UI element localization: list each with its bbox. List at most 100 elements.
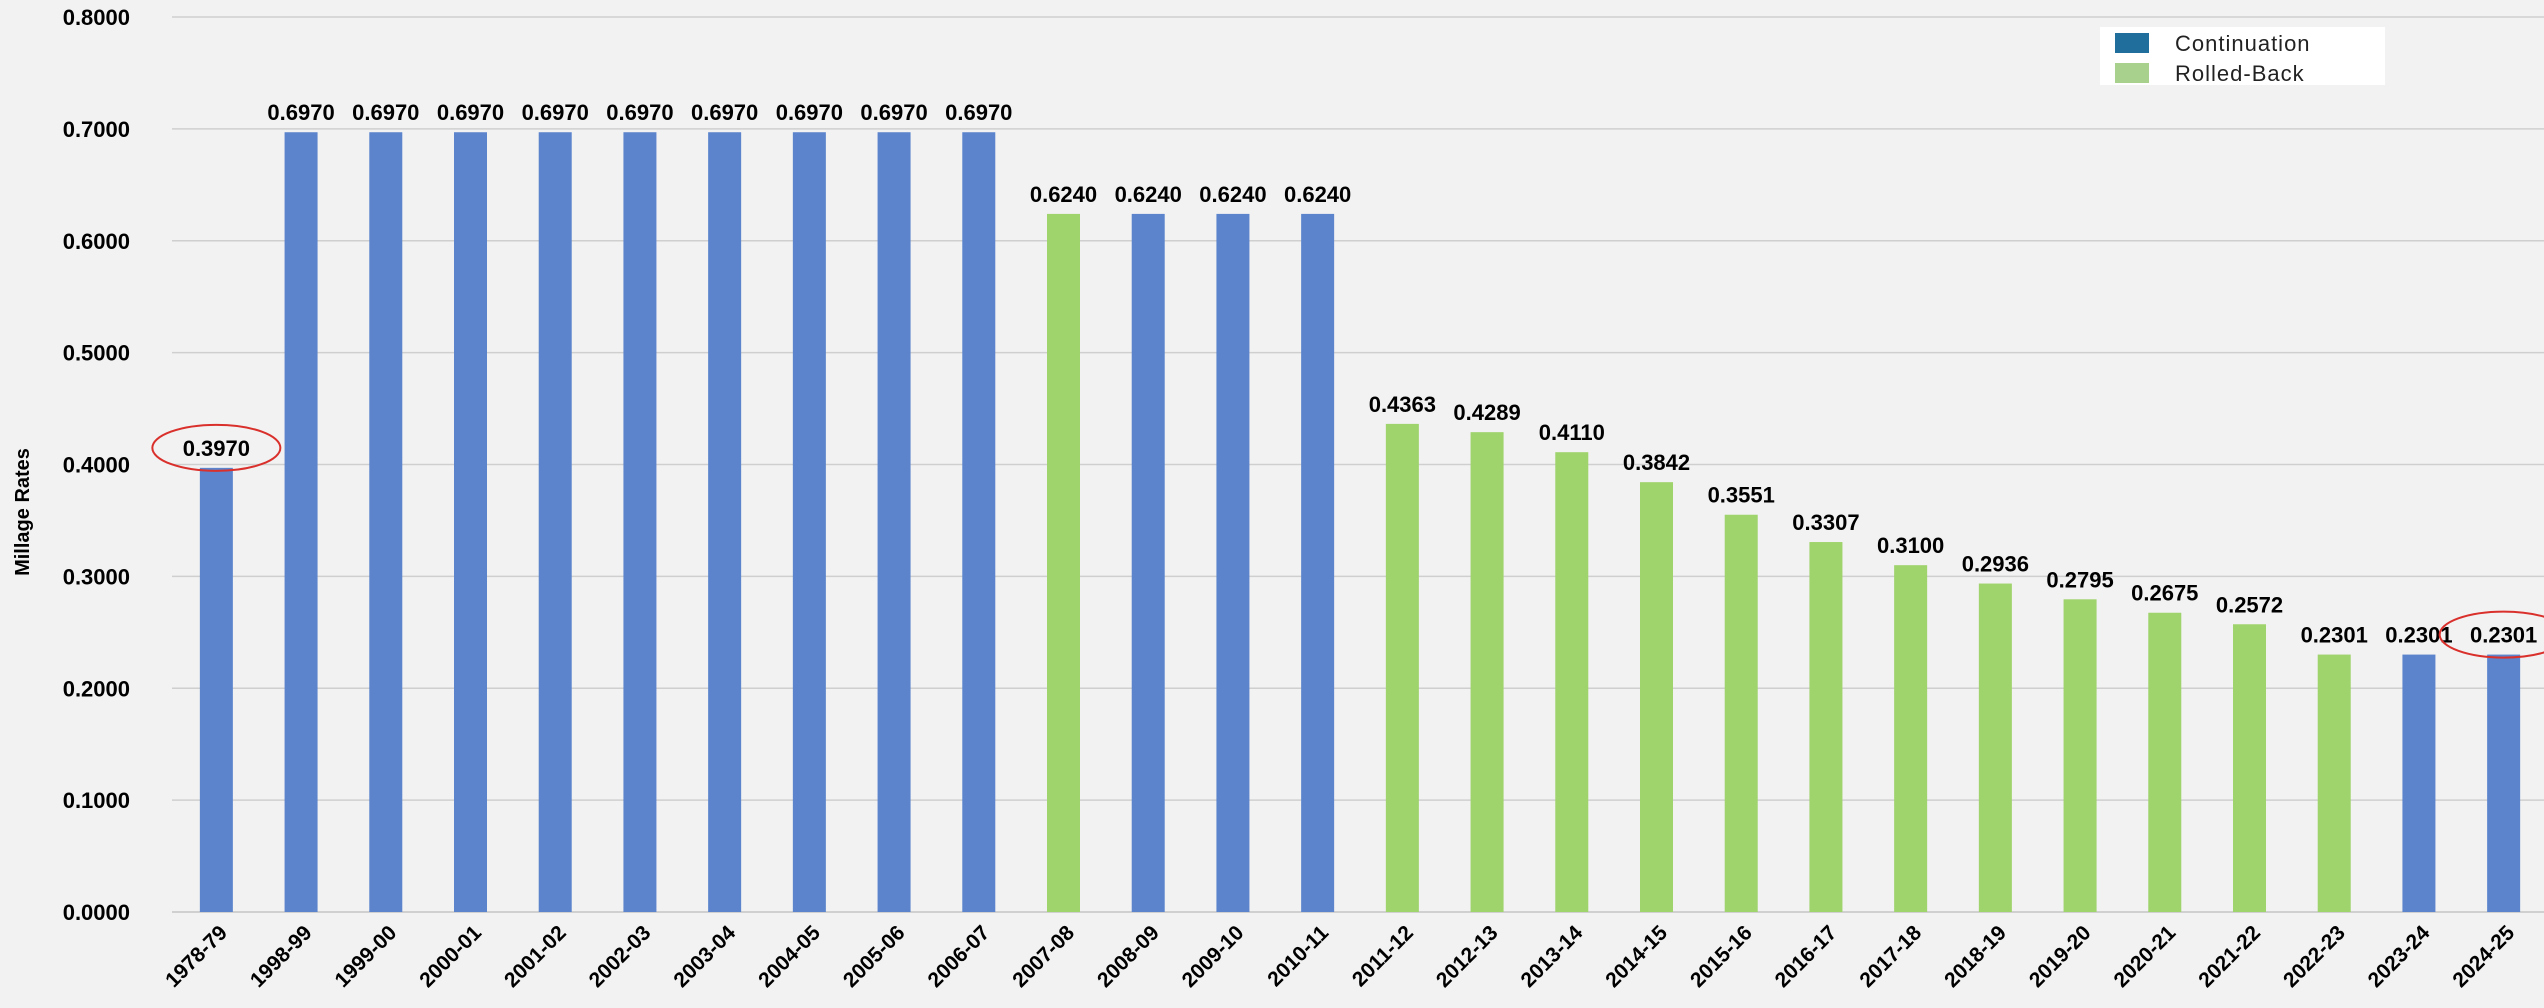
- grid-layer: [172, 16, 2544, 913]
- bar-2015-16: [1724, 514, 1758, 912]
- y-tick-label: 0.0000: [63, 900, 130, 925]
- x-tick-label: 2013-14: [1517, 921, 1588, 992]
- x-tick-label: 2020-21: [2110, 921, 2181, 992]
- x-tick-label: 2021-22: [2194, 921, 2265, 992]
- x-tick-label: 2004-05: [754, 921, 825, 992]
- bar-2008-09: [1131, 213, 1165, 912]
- x-tick-label: 2022-23: [2279, 921, 2350, 992]
- bar-2024-25: [2487, 654, 2521, 912]
- y-tick-label: 0.7000: [63, 117, 130, 142]
- bar-2014-15: [1640, 482, 1673, 912]
- bar-2020-21: [2148, 612, 2182, 912]
- x-tick-label: 1978-79: [161, 921, 232, 992]
- highlight-layer: [151, 423, 2544, 659]
- data-label-1999-00: 0.6970: [352, 100, 419, 125]
- x-tick-label: 2019-20: [2025, 921, 2096, 992]
- highlight-circle-2024-25: [2438, 610, 2544, 659]
- x-tick-label: 2012-13: [1432, 921, 1503, 992]
- x-tick-label: 2005-06: [839, 921, 910, 992]
- y-tick-label: 0.5000: [63, 341, 130, 366]
- legend-label-continuation: Continuation: [2175, 31, 2311, 56]
- data-label-2015-16: 0.3551: [1708, 483, 1775, 508]
- bar-2016-17: [1809, 542, 1843, 912]
- bar-2018-19: [1978, 583, 2012, 912]
- data-label-2011-12: 0.4363: [1369, 392, 1436, 417]
- data-label-2005-06: 0.6970: [860, 100, 927, 125]
- bar-2006-07: [962, 132, 996, 912]
- bar-1998-99: [284, 132, 318, 912]
- bar-2023-24: [2402, 654, 2436, 912]
- x-tick-label: 2016-17: [1771, 921, 1842, 992]
- bar-2022-23: [2317, 654, 2351, 912]
- data-label-2004-05: 0.6970: [776, 100, 843, 125]
- x-tick-label: 2024-25: [2448, 921, 2519, 992]
- data-label-2002-03: 0.6970: [606, 100, 673, 125]
- x-tick-label: 2023-24: [2364, 921, 2435, 992]
- bar-2011-12: [1385, 423, 1419, 912]
- data-label-2021-22: 0.2572: [2216, 592, 2283, 617]
- data-label-2012-13: 0.4289: [1453, 400, 1520, 425]
- bar-2004-05: [792, 132, 826, 912]
- data-label-2006-07: 0.6970: [945, 100, 1012, 125]
- y-tick-label: 0.8000: [63, 5, 130, 30]
- bar-2021-22: [2233, 624, 2266, 912]
- data-label-layer: 0.3970 0.6970 0.6970 0.6970 0.6970 0.6970 0.69…: [183, 100, 2538, 647]
- y-tick-label: 0.1000: [63, 788, 130, 813]
- data-label-2014-15: 0.3842: [1623, 450, 1690, 475]
- legend: Continuation Rolled-Back: [2100, 27, 2385, 86]
- x-tick-label: 2008-09: [1093, 921, 1164, 992]
- x-tick-label: 2002-03: [585, 921, 656, 992]
- bar-2005-06: [877, 132, 911, 912]
- bar-2003-04: [708, 132, 742, 912]
- highlight-circle-1978-79: [151, 423, 282, 472]
- data-label-2010-11: 0.6240: [1284, 182, 1351, 207]
- data-label-2008-09: 0.6240: [1115, 182, 1182, 207]
- x-tick-label: 2014-15: [1601, 921, 1672, 992]
- data-label-2019-20: 0.2795: [2046, 567, 2113, 592]
- x-tick-label: 1999-00: [331, 921, 402, 992]
- y-tick-label: 0.4000: [63, 453, 130, 478]
- y-tick-label: 0.2000: [63, 676, 130, 701]
- data-label-2023-24: 0.2301: [2385, 623, 2452, 648]
- x-tick-label: 2017-18: [1855, 921, 1926, 992]
- bar-2007-08: [1047, 213, 1080, 912]
- data-label-2001-02: 0.6970: [522, 100, 589, 125]
- data-label-2003-04: 0.6970: [691, 100, 758, 125]
- bar-layer: [199, 132, 2521, 912]
- x-tick-label: 2011-12: [1348, 921, 1418, 991]
- data-label-2018-19: 0.2936: [1962, 552, 2029, 577]
- bar-2017-18: [1894, 565, 1928, 912]
- bar-2000-01: [454, 132, 487, 912]
- y-tick-label: 0.6000: [63, 229, 130, 254]
- legend-swatch-rolled-back: [2115, 63, 2149, 83]
- x-tick-label: 2009-10: [1178, 921, 1249, 992]
- x-tick-label: 2003-04: [669, 921, 740, 992]
- data-label-2009-10: 0.6240: [1199, 182, 1266, 207]
- data-label-1978-79: 0.3970: [183, 436, 250, 461]
- data-label-2013-14: 0.4110: [1539, 420, 1605, 445]
- data-label-2020-21: 0.2675: [2131, 581, 2198, 606]
- bar-2009-10: [1216, 213, 1250, 912]
- y-tick-label: 0.3000: [63, 564, 130, 589]
- bar-2002-03: [623, 132, 657, 912]
- bar-2019-20: [2063, 599, 2097, 912]
- x-tick-label: 2010-11: [1263, 921, 1333, 991]
- x-tick-label: 2000-01: [415, 921, 486, 992]
- x-tick-label: 2015-16: [1686, 921, 1757, 992]
- x-tick-label: 1998-99: [246, 921, 317, 992]
- bar-1978-79: [199, 467, 233, 912]
- data-label-1998-99: 0.6970: [267, 100, 334, 125]
- bar-2001-02: [538, 132, 572, 912]
- bar-2013-14: [1555, 452, 1589, 912]
- x-tick-label: 2018-19: [1940, 921, 2011, 992]
- bar-2010-11: [1301, 213, 1335, 912]
- legend-swatch-continuation: [2115, 33, 2149, 53]
- data-label-2000-01: 0.6970: [437, 100, 504, 125]
- data-label-2016-17: 0.3307: [1792, 510, 1859, 535]
- x-tick-label: 2001-02: [500, 921, 571, 992]
- legend-label-rolled-back: Rolled-Back: [2175, 61, 2305, 86]
- bar-2012-13: [1470, 432, 1504, 912]
- data-label-2022-23: 0.2301: [2301, 623, 2368, 648]
